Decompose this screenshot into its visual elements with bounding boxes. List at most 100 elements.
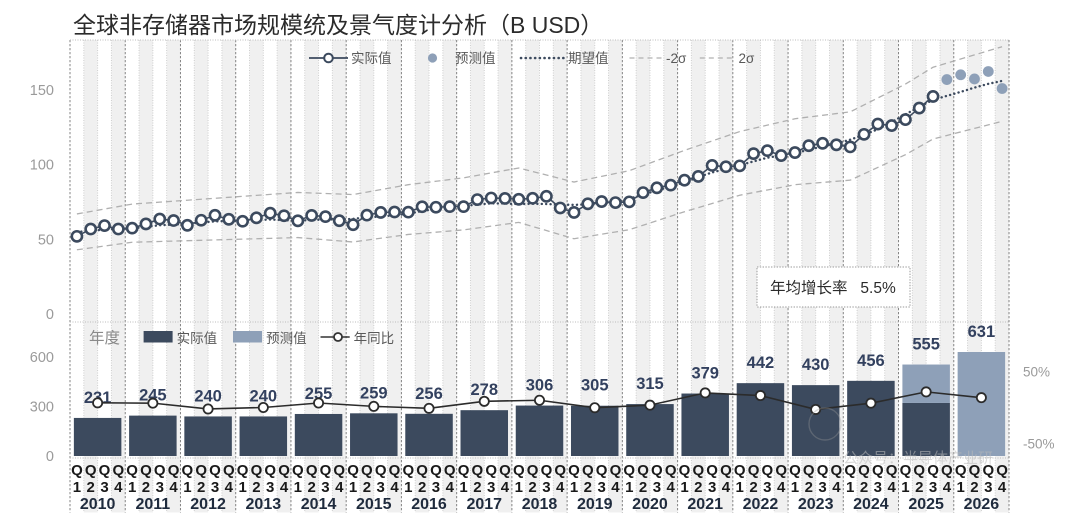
svg-text:2021: 2021 — [687, 496, 723, 513]
svg-text:1: 1 — [956, 479, 964, 496]
svg-text:Q: Q — [706, 462, 718, 479]
svg-text:1: 1 — [846, 479, 854, 496]
svg-text:50: 50 — [38, 232, 54, 248]
svg-text:1: 1 — [791, 479, 799, 496]
svg-text:3: 3 — [542, 479, 550, 496]
svg-text:1: 1 — [238, 479, 246, 496]
svg-text:Q: Q — [85, 462, 97, 479]
svg-text:306: 306 — [526, 377, 554, 395]
svg-text:Q: Q — [651, 462, 663, 479]
svg-text:Q: Q — [734, 462, 746, 479]
svg-text:2: 2 — [694, 479, 702, 496]
svg-text:Q: Q — [775, 462, 787, 479]
svg-text:3: 3 — [763, 479, 771, 496]
svg-text:Q: Q — [264, 462, 276, 479]
svg-text:2016: 2016 — [411, 496, 447, 513]
svg-text:3: 3 — [211, 479, 219, 496]
svg-text:150: 150 — [30, 83, 54, 99]
svg-text:2026: 2026 — [964, 496, 1000, 513]
svg-text:2012: 2012 — [190, 496, 226, 513]
svg-text:实际值: 实际值 — [177, 331, 218, 346]
svg-text:2017: 2017 — [466, 496, 502, 513]
svg-text:Q: Q — [71, 462, 83, 479]
svg-text:3: 3 — [321, 479, 329, 496]
svg-text:256: 256 — [415, 385, 443, 403]
svg-text:2: 2 — [639, 479, 647, 496]
svg-text:Q: Q — [430, 462, 442, 479]
svg-text:4: 4 — [280, 479, 289, 496]
svg-text:379: 379 — [691, 365, 719, 383]
svg-text:年度: 年度 — [89, 329, 120, 347]
svg-text:年同比: 年同比 — [354, 331, 395, 346]
svg-text:Q: Q — [610, 462, 622, 479]
svg-text:Q: Q — [803, 462, 815, 479]
svg-text:1: 1 — [901, 479, 909, 496]
svg-text:259: 259 — [360, 384, 388, 402]
svg-text:2: 2 — [805, 479, 813, 496]
svg-text:305: 305 — [581, 377, 609, 395]
svg-text:Q: Q — [416, 462, 428, 479]
svg-text:2: 2 — [528, 479, 536, 496]
svg-text:1: 1 — [294, 479, 302, 496]
svg-text:50%: 50% — [1023, 365, 1050, 380]
svg-text:Q: Q — [347, 462, 359, 479]
svg-text:Q: Q — [112, 462, 124, 479]
svg-text:Q: Q — [748, 462, 760, 479]
svg-text:2011: 2011 — [135, 496, 170, 513]
svg-text:430: 430 — [802, 356, 830, 374]
svg-text:4: 4 — [556, 479, 565, 496]
svg-text:4: 4 — [777, 479, 786, 496]
svg-text:2: 2 — [142, 479, 150, 496]
svg-text:Q: Q — [789, 462, 801, 479]
svg-text:456: 456 — [857, 352, 885, 370]
svg-text:4: 4 — [446, 479, 455, 496]
svg-text:实际值: 实际值 — [351, 51, 392, 66]
svg-text:4: 4 — [390, 479, 399, 496]
svg-text:Q: Q — [582, 462, 594, 479]
svg-text:1: 1 — [736, 479, 744, 496]
svg-text:Q: Q — [472, 462, 484, 479]
svg-text:4: 4 — [114, 479, 123, 496]
svg-text:300: 300 — [30, 400, 54, 416]
svg-text:3: 3 — [487, 479, 495, 496]
svg-text:2: 2 — [915, 479, 923, 496]
svg-text:Q: Q — [596, 462, 608, 479]
svg-text:315: 315 — [636, 375, 664, 393]
svg-text:Q: Q — [554, 462, 566, 479]
svg-text:4: 4 — [832, 479, 841, 496]
svg-text:2018: 2018 — [522, 496, 558, 513]
svg-text:1: 1 — [625, 479, 633, 496]
svg-text:3: 3 — [597, 479, 605, 496]
svg-text:2024: 2024 — [853, 496, 889, 513]
svg-text:年均增长率 5.5%: 年均增长率 5.5% — [770, 279, 896, 297]
svg-text:Q: Q — [168, 462, 180, 479]
svg-text:3: 3 — [156, 479, 164, 496]
svg-text:Q: Q — [458, 462, 470, 479]
svg-text:442: 442 — [747, 354, 775, 372]
svg-text:0: 0 — [46, 307, 54, 323]
svg-text:1: 1 — [680, 479, 688, 496]
svg-text:Q: Q — [278, 462, 290, 479]
svg-text:100: 100 — [30, 158, 54, 174]
svg-text:4: 4 — [722, 479, 731, 496]
svg-text:3: 3 — [653, 479, 661, 496]
svg-text:Q: Q — [499, 462, 511, 479]
svg-text:1: 1 — [515, 479, 523, 496]
svg-text:Q: Q — [251, 462, 263, 479]
svg-text:Q: Q — [99, 462, 111, 479]
svg-text:3: 3 — [100, 479, 108, 496]
svg-text:Q: Q — [485, 462, 497, 479]
svg-text:2019: 2019 — [577, 496, 613, 513]
svg-text:555: 555 — [912, 336, 940, 354]
svg-text:3: 3 — [984, 479, 992, 496]
svg-text:3: 3 — [266, 479, 274, 496]
svg-text:4: 4 — [225, 479, 234, 496]
svg-text:Q: Q — [665, 462, 677, 479]
svg-text:1: 1 — [128, 479, 136, 496]
svg-text:Q: Q — [692, 462, 704, 479]
svg-text:2: 2 — [970, 479, 978, 496]
svg-text:4: 4 — [667, 479, 676, 496]
svg-text:Q: Q — [306, 462, 318, 479]
svg-text:Q: Q — [623, 462, 635, 479]
svg-text:Q: Q — [831, 462, 843, 479]
